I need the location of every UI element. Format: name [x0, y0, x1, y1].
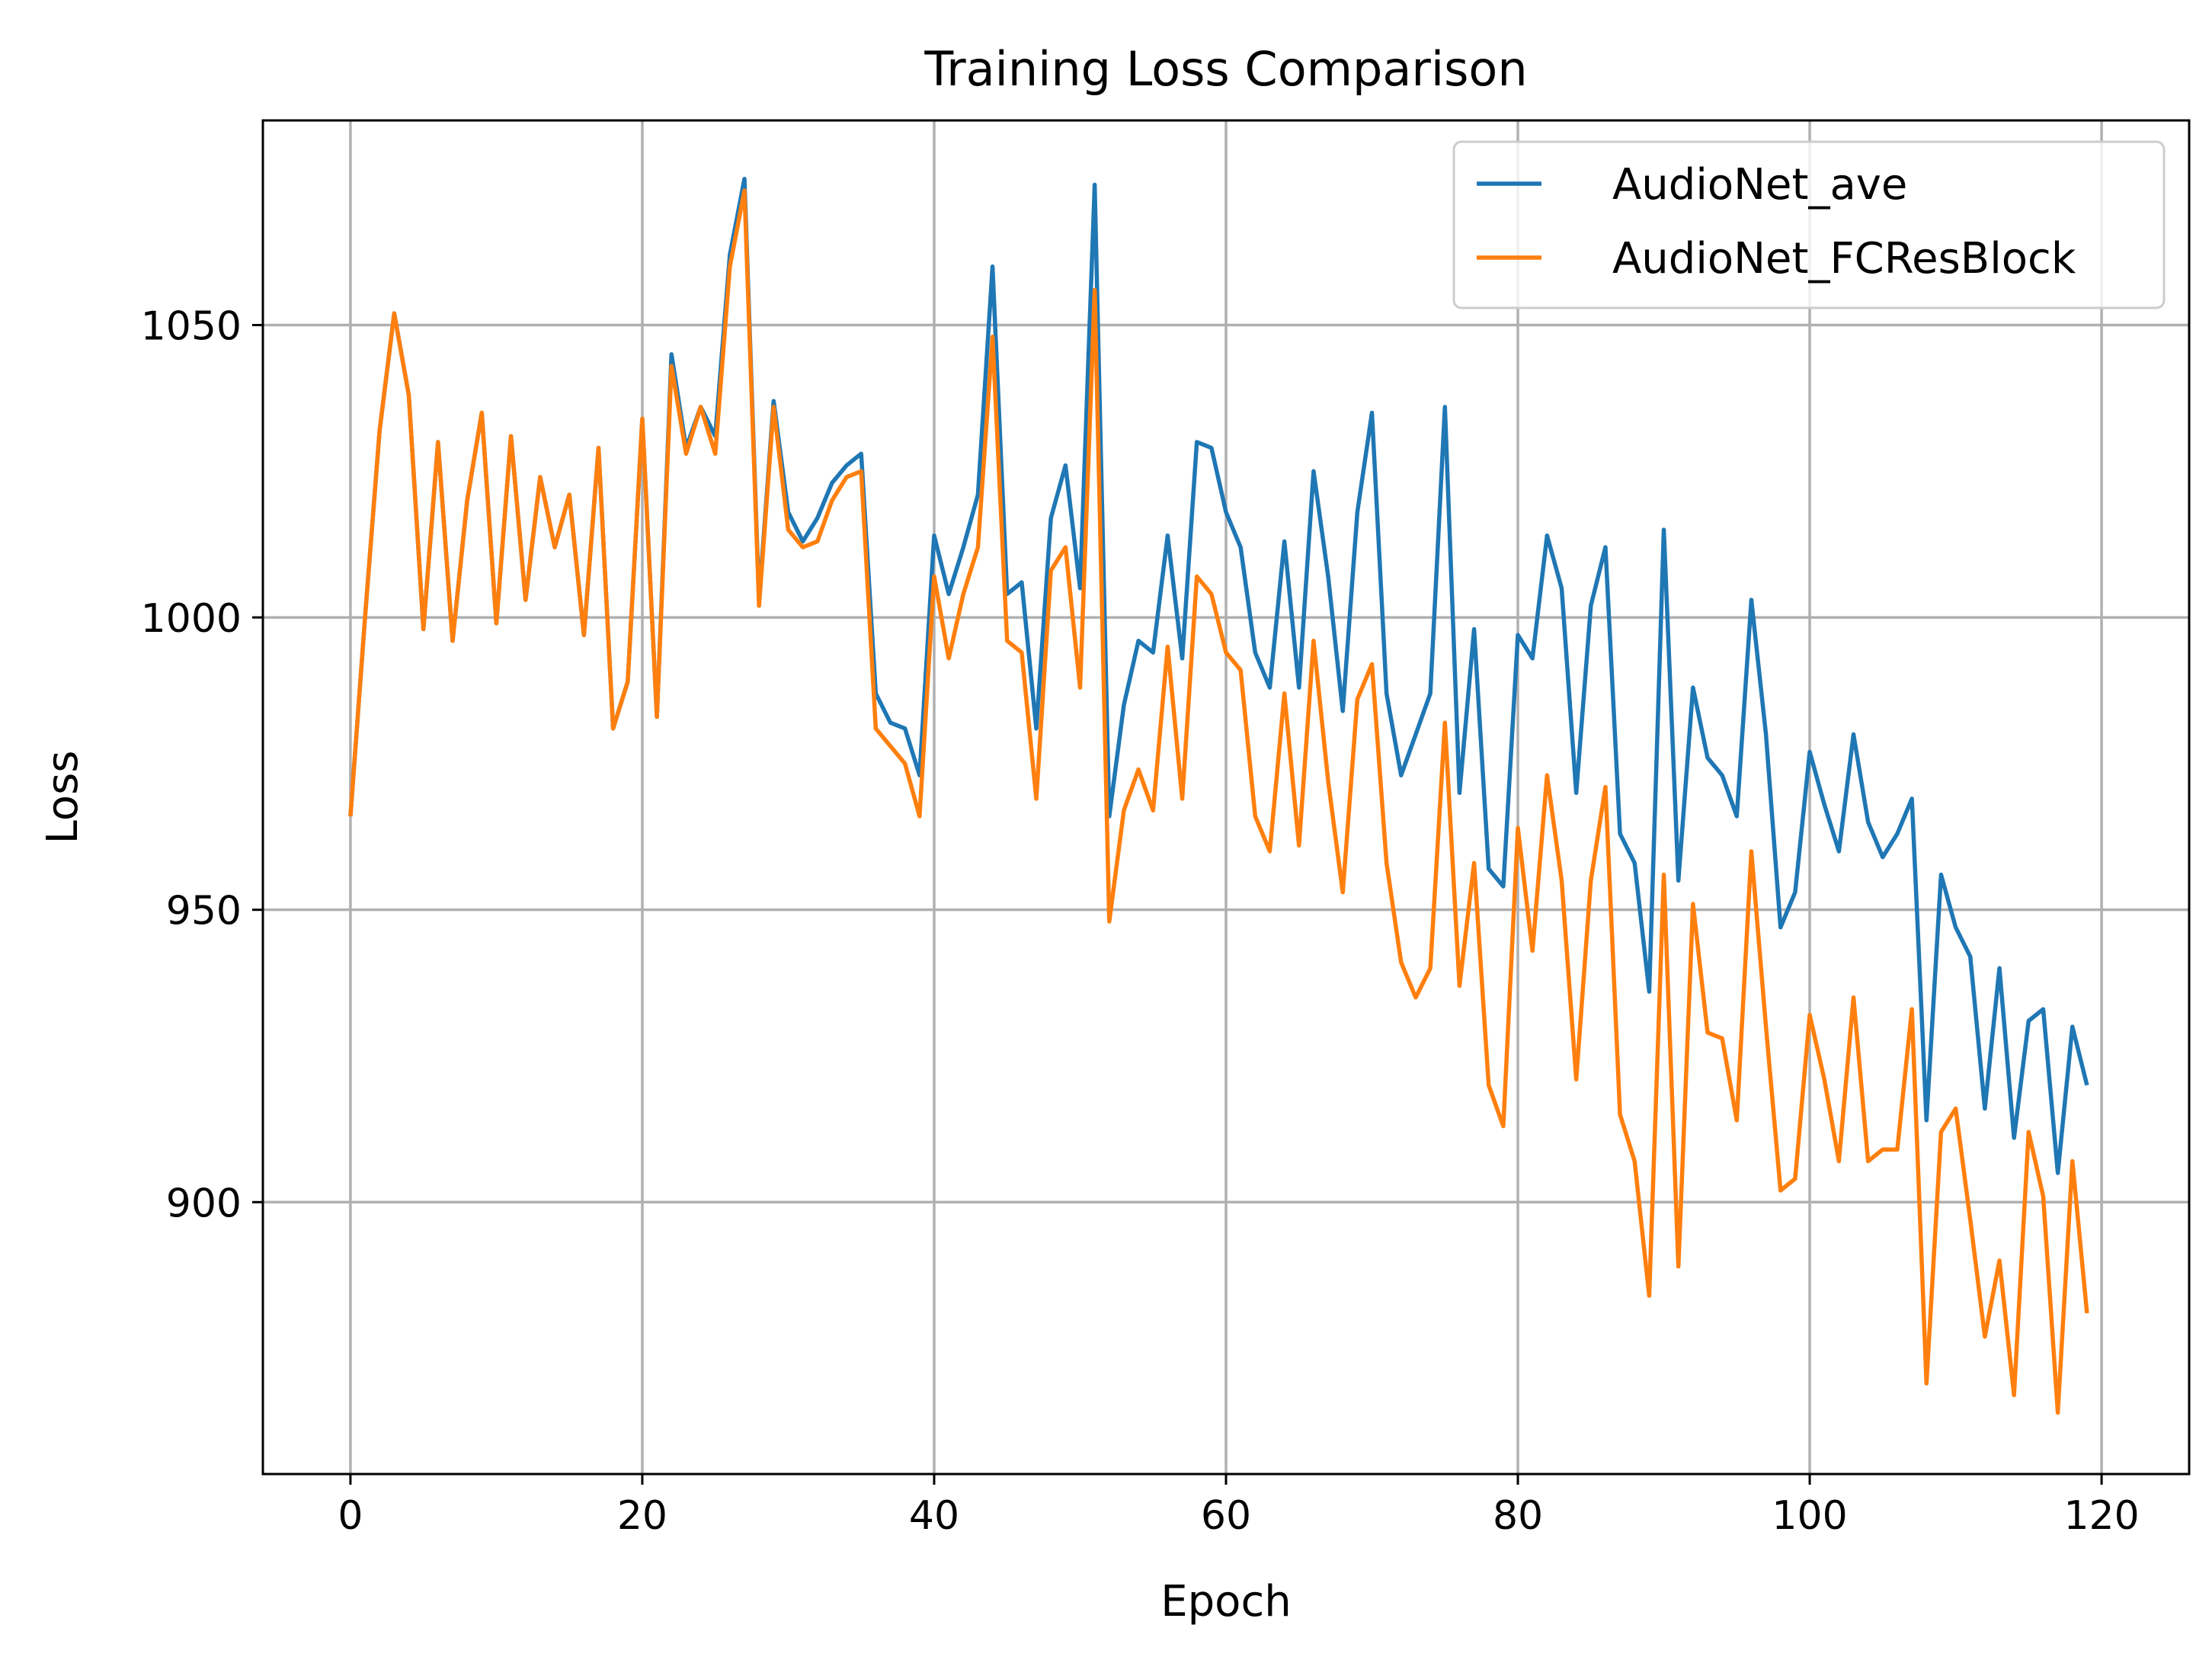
grid [263, 120, 2189, 1474]
legend-box [1452, 140, 2166, 309]
x-axis: 0 20 40 60 80 100 120 [338, 1474, 2140, 1539]
y-axis-label: Loss [38, 751, 88, 844]
x-tick-label: 40 [909, 1493, 959, 1539]
y-axis: 900 950 1000 1050 [141, 304, 263, 1226]
legend-label: AudioNet_FCResBlock [1612, 234, 2076, 284]
x-axis-label: Epoch [1160, 1577, 1291, 1626]
y-tick-label: 1000 [141, 596, 242, 642]
series-lines [348, 176, 2089, 1415]
legend: AudioNet_ave AudioNet_FCResBlock [1452, 140, 2166, 309]
x-tick-label: 100 [1772, 1493, 1847, 1539]
y-tick-label: 900 [166, 1181, 242, 1226]
series-line-audionet-fcresblock [348, 188, 2089, 1415]
x-tick-label: 60 [1201, 1493, 1251, 1539]
x-tick-label: 20 [617, 1493, 667, 1539]
x-tick-label: 120 [2063, 1493, 2139, 1539]
y-tick-label: 1050 [141, 304, 242, 350]
x-tick-label: 80 [1493, 1493, 1543, 1539]
x-tick-label: 0 [338, 1493, 363, 1539]
chart-title: Training Loss Comparison [924, 41, 1527, 97]
y-tick-label: 950 [166, 889, 242, 934]
legend-label: AudioNet_ave [1612, 160, 1907, 210]
